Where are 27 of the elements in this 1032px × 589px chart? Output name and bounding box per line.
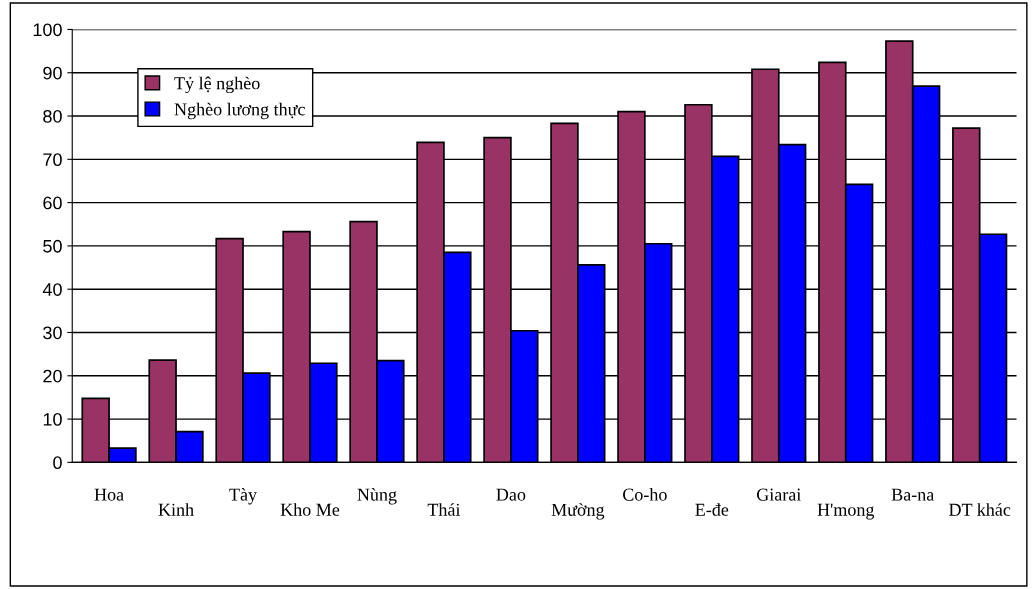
y-tick-label: 20 xyxy=(43,369,62,383)
y-tick-label: 100 xyxy=(33,23,62,37)
x-tick-label: Giarai xyxy=(756,488,801,501)
y-tick-label: 60 xyxy=(43,196,62,210)
legend-label: Tỷ lệ nghèo xyxy=(174,76,260,94)
x-tick-label: Nùng xyxy=(357,488,397,505)
y-tick-label: 0 xyxy=(53,456,62,470)
y-tick-label: 10 xyxy=(43,413,62,426)
x-tick-label: Co-ho xyxy=(623,488,667,501)
y-tick-label: 50 xyxy=(43,239,62,253)
y-tick-label: 80 xyxy=(43,109,62,123)
x-tick-label: DT khác xyxy=(949,503,1011,516)
x-tick-label: Dao xyxy=(496,488,526,501)
x-tick-label: Tày xyxy=(229,488,257,505)
x-tick-label: Kho Me xyxy=(280,503,340,516)
x-tick-label: Kinh xyxy=(158,503,194,516)
x-tick-label: Mường xyxy=(551,503,605,520)
y-tick-label: 30 xyxy=(43,326,62,340)
y-tick-label: 40 xyxy=(42,283,62,296)
y-tick-label: 70 xyxy=(43,153,62,167)
x-tick-label: Ba-na xyxy=(891,488,935,501)
x-tick-label: Hoa xyxy=(94,488,124,501)
legend-label: Nghèo lương thực xyxy=(174,102,305,120)
x-tick-label: H'mong xyxy=(817,503,875,520)
x-tick-label: Thái xyxy=(427,503,461,516)
x-tick-label: E-đe xyxy=(695,503,729,516)
y-tick-label: 90 xyxy=(43,66,62,80)
